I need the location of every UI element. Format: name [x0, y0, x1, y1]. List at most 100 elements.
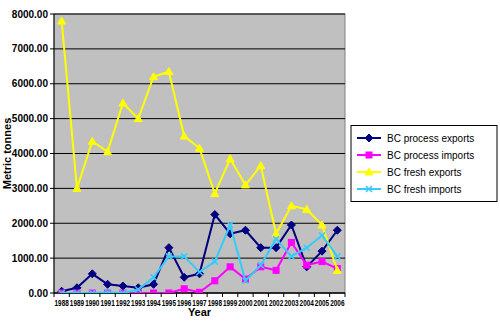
data-point: [334, 253, 340, 259]
legend-marker: [366, 186, 372, 192]
data-point: [180, 273, 188, 281]
x-tick-label: 2001: [254, 298, 268, 308]
tick-mark: [161, 293, 162, 297]
data-point: [226, 155, 234, 162]
tick-mark: [207, 293, 208, 297]
data-point: [273, 236, 279, 242]
data-point: [119, 99, 127, 106]
y-tick-label: 0.00: [29, 288, 49, 299]
legend-box: [351, 126, 497, 202]
grid-line: [54, 14, 345, 15]
data-point: [88, 270, 96, 278]
tick-mark: [50, 48, 54, 49]
data-point: [257, 162, 265, 169]
data-point: [212, 278, 218, 284]
data-point: [303, 263, 311, 271]
data-point: [288, 239, 294, 245]
grid-line: [54, 48, 345, 49]
series-line: [62, 21, 338, 270]
tick-mark: [50, 118, 54, 119]
data-point: [288, 253, 294, 259]
data-point: [150, 280, 158, 288]
data-point: [211, 190, 219, 197]
data-point: [89, 290, 95, 293]
tick-mark: [329, 293, 330, 297]
x-tick-label: 1995: [162, 298, 176, 308]
tick-mark: [84, 293, 85, 297]
data-point: [88, 137, 96, 144]
grid-line: [54, 83, 345, 84]
y-tick-label: 8000.00: [12, 9, 49, 20]
x-tick-label: 1999: [223, 298, 237, 308]
legend-marker: [365, 168, 373, 175]
data-point: [134, 115, 142, 122]
data-point: [119, 282, 127, 290]
tick-mark: [222, 293, 223, 297]
data-point: [180, 132, 188, 139]
x-tick-label: 1989: [70, 298, 84, 308]
y-tick-label: 5000.00: [12, 113, 49, 124]
tick-mark: [253, 293, 254, 297]
data-point: [74, 290, 80, 293]
series-group: [58, 17, 342, 293]
data-point: [166, 290, 172, 293]
data-point: [59, 290, 65, 293]
data-point: [257, 244, 265, 252]
data-point: [241, 181, 249, 188]
data-point: [318, 247, 326, 255]
data-point: [227, 264, 233, 270]
data-point: [273, 267, 279, 273]
data-point: [319, 259, 325, 265]
data-point: [104, 280, 112, 288]
tick-mark: [50, 14, 54, 15]
data-point: [272, 230, 280, 237]
x-tick-label: 2003: [284, 298, 298, 308]
x-tick-label: 1993: [131, 298, 145, 308]
data-point: [227, 222, 233, 228]
grid-line: [54, 153, 345, 154]
data-point: [303, 205, 311, 212]
tick-mark: [299, 293, 300, 297]
tick-mark: [345, 293, 346, 297]
y-tick-label: 1000.00: [12, 253, 49, 264]
data-point: [104, 148, 112, 155]
x-tick-label: 1992: [116, 298, 130, 308]
legend: BC process exportsBC process importsBC f…: [351, 126, 497, 202]
data-point: [319, 232, 325, 238]
legend-label: BC fresh exports: [387, 167, 461, 178]
tick-mark: [115, 293, 116, 297]
data-point: [58, 17, 66, 24]
x-tick-label: 2006: [330, 298, 344, 308]
legend-label: BC process exports: [387, 133, 474, 144]
y-axis-title: Metric tonnes: [1, 118, 13, 190]
grid-line: [54, 188, 345, 189]
y-tick-label: 2000.00: [12, 218, 49, 229]
data-point: [151, 290, 157, 293]
data-point: [241, 226, 249, 234]
y-tick-label: 6000.00: [12, 78, 49, 89]
x-tick-label: 2000: [238, 298, 252, 308]
y-tick-label: 4000.00: [12, 148, 49, 159]
data-point: [197, 269, 203, 275]
data-point: [287, 202, 295, 209]
x-tick-label: 2005: [315, 298, 329, 308]
legend-marker: [365, 134, 373, 142]
plot-area: [54, 14, 345, 293]
data-point: [105, 289, 111, 293]
tick-mark: [145, 293, 146, 297]
chart: 0.00 1000.00 2000.00 3000.00 4000.00 5000.00 6…: [0, 0, 500, 322]
data-point: [120, 290, 126, 293]
y-tick-label: 3000.00: [12, 183, 49, 194]
series-line: [62, 242, 338, 293]
tick-mark: [50, 293, 54, 294]
tick-mark: [237, 293, 238, 297]
legend-label: BC fresh imports: [387, 184, 461, 195]
data-point: [197, 289, 203, 293]
tick-mark: [130, 293, 131, 297]
data-point: [181, 253, 187, 259]
x-tick-label: 1994: [146, 298, 160, 308]
tick-mark: [176, 293, 177, 297]
tick-mark: [191, 293, 192, 297]
tick-mark: [69, 293, 70, 297]
data-point: [333, 226, 341, 234]
